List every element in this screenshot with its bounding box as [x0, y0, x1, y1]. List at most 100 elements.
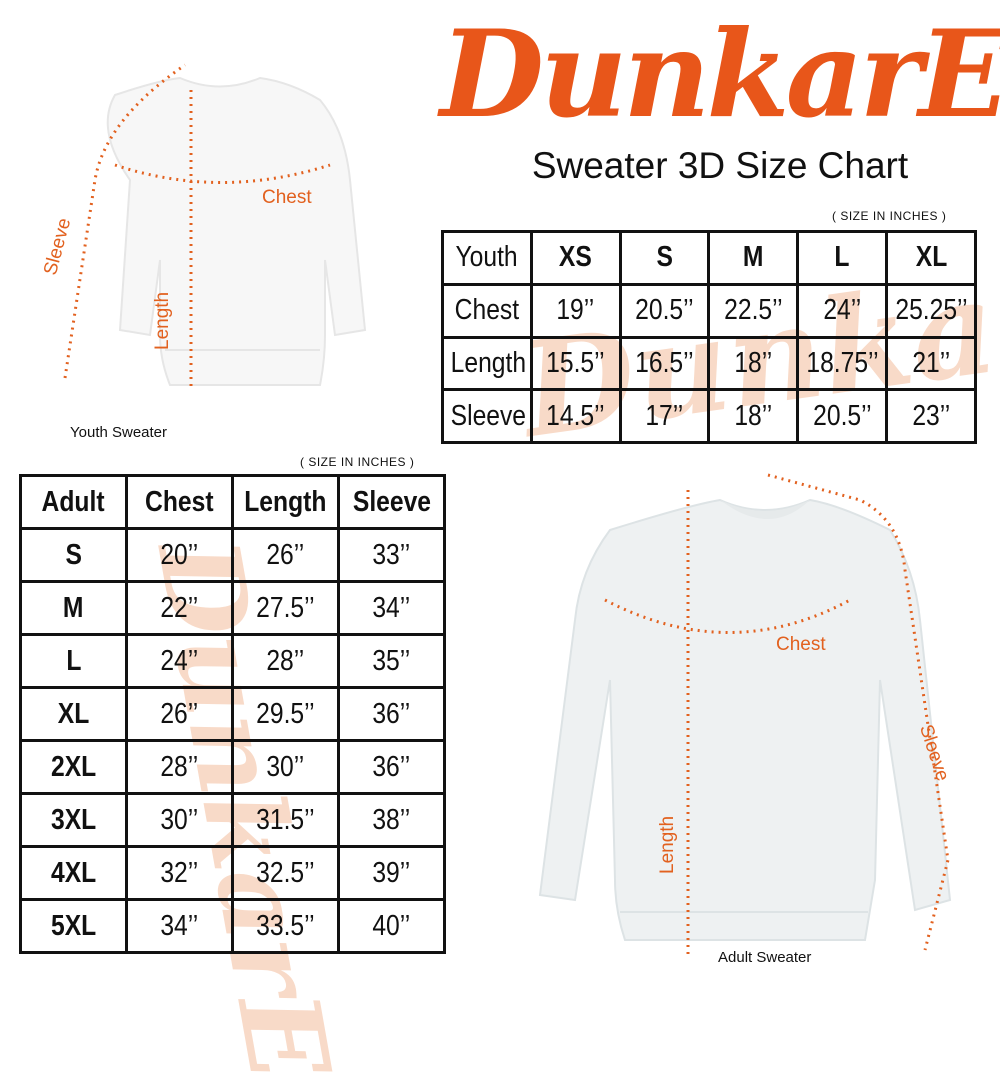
- adult-caption: Adult Sweater: [718, 949, 812, 966]
- row-header: 3XL: [19, 792, 128, 848]
- table-cell: 18’’: [707, 388, 800, 444]
- cell-text: 3XL: [50, 803, 97, 836]
- cell-text: 31.5’’: [256, 803, 315, 836]
- cell-text: 16.5’’: [635, 346, 694, 379]
- cell-text: 33.5’’: [256, 909, 315, 942]
- table-cell: 38’’: [337, 792, 446, 848]
- table-cell: 18.75’’: [796, 335, 889, 392]
- table-cell: 26’’: [125, 686, 234, 742]
- table-row: Chest 19’’ 20.5’’ 22.5’’ 24’’ 25.25’’: [441, 282, 977, 339]
- cell-text: 21’’: [912, 346, 951, 379]
- cell-text: 36’’: [372, 750, 411, 783]
- table-cell: 40’’: [337, 898, 446, 954]
- adult-chest-label: Chest: [776, 634, 826, 655]
- table-row: Length 15.5’’ 16.5’’ 18’’ 18.75’’ 21’’: [441, 335, 977, 392]
- cell-text: 18’’: [734, 399, 773, 432]
- adult-units-note: ( SIZE IN INCHES ): [300, 455, 415, 469]
- table-cell: 32.5’’: [231, 845, 340, 901]
- table-cell: 32’’: [125, 845, 234, 901]
- column-header: Chest: [125, 474, 234, 530]
- cell-text: Youth: [455, 241, 518, 274]
- youth-caption: Youth Sweater: [70, 424, 168, 441]
- table-cell: 27.5’’: [231, 580, 340, 636]
- table-cell: 19’’: [529, 282, 622, 339]
- cell-text: 30’’: [160, 803, 199, 836]
- cell-text: 28’’: [160, 750, 199, 783]
- row-header: Length: [441, 335, 533, 392]
- row-header: Sleeve: [441, 388, 533, 444]
- page-title: Sweater 3D Size Chart: [531, 145, 909, 186]
- cell-text: 26’’: [266, 538, 305, 571]
- table-row: 2XL 28’’ 30’’ 36’’: [19, 739, 446, 795]
- table-cell: 36’’: [337, 686, 446, 742]
- table-cell: 28’’: [125, 739, 234, 795]
- table-cell: 18’’: [707, 335, 800, 392]
- cell-text: 19’’: [556, 294, 595, 327]
- cell-text: Length: [244, 485, 327, 518]
- cell-text: 27.5’’: [256, 591, 315, 624]
- cell-text: 22.5’’: [724, 294, 783, 327]
- cell-text: 34’’: [160, 909, 199, 942]
- cell-text: 35’’: [372, 644, 411, 677]
- youth-sleeve-measure: [63, 63, 186, 379]
- column-header: Length: [231, 474, 340, 530]
- row-header: 5XL: [19, 898, 128, 954]
- cell-text: Chest: [454, 294, 520, 327]
- cell-text: 39’’: [372, 856, 411, 889]
- adult-size-table: Adult Chest Length Sleeve S 20’’ 26’’ 33’’ M 22’’…: [19, 474, 446, 954]
- cell-text: 20.5’’: [635, 294, 694, 327]
- adult-sleeve-measure: [767, 473, 950, 951]
- row-header: S: [19, 527, 128, 583]
- table-cell: 30’’: [231, 739, 340, 795]
- cell-text: L: [834, 241, 850, 274]
- cell-text: 18’’: [734, 346, 773, 379]
- table-cell: 17’’: [618, 388, 711, 444]
- youth-chest-label: Chest: [262, 187, 312, 208]
- table-cell: 14.5’’: [529, 388, 622, 444]
- table-cell: 16.5’’: [618, 335, 711, 392]
- cell-text: Sleeve: [450, 399, 527, 432]
- cell-text: 38’’: [372, 803, 411, 836]
- table-cell: 30’’: [125, 792, 234, 848]
- cell-text: M: [63, 591, 84, 624]
- table-cell: 15.5’’: [529, 335, 622, 392]
- table-cell: 20’’: [125, 527, 234, 583]
- cell-text: 15.5’’: [546, 346, 605, 379]
- table-cell: 26’’: [231, 527, 340, 583]
- column-header: Youth: [441, 230, 533, 286]
- column-header: L: [796, 230, 889, 286]
- column-header: XL: [885, 230, 977, 286]
- cell-text: 4XL: [50, 856, 97, 889]
- table-cell: 28’’: [231, 633, 340, 689]
- cell-text: Chest: [145, 485, 214, 518]
- cell-text: 25.25’’: [894, 294, 968, 327]
- cell-text: 30’’: [266, 750, 305, 783]
- youth-length-label: Length: [152, 291, 173, 350]
- table-cell: 24’’: [125, 633, 234, 689]
- table-cell: 20.5’’: [618, 282, 711, 339]
- cell-text: XL: [57, 697, 90, 730]
- cell-text: 18.75’’: [806, 346, 879, 379]
- table-cell: 24’’: [796, 282, 889, 339]
- row-header: XL: [19, 686, 128, 742]
- adult-length-label: Length: [657, 815, 678, 874]
- cell-text: 24’’: [160, 644, 199, 677]
- cell-text: 14.5’’: [546, 399, 605, 432]
- cell-text: S: [656, 241, 673, 274]
- row-header: M: [19, 580, 128, 636]
- table-cell: 35’’: [337, 633, 446, 689]
- cell-text: 26’’: [160, 697, 199, 730]
- cell-text: 23’’: [912, 399, 951, 432]
- cell-text: L: [65, 644, 82, 677]
- cell-text: 2XL: [50, 750, 97, 783]
- cell-text: 22’’: [160, 591, 199, 624]
- column-header: M: [707, 230, 800, 286]
- cell-text: 36’’: [372, 697, 411, 730]
- table-cell: 20.5’’: [796, 388, 889, 444]
- cell-text: 5XL: [50, 909, 97, 942]
- table-row: XL 26’’ 29.5’’ 36’’: [19, 686, 446, 742]
- adult-sweater-illustration: [538, 473, 952, 955]
- brand-logo: DunkarE: [440, 4, 1000, 145]
- column-header: Adult: [19, 474, 128, 530]
- table-header-row: Youth XS S M L XL: [441, 230, 977, 286]
